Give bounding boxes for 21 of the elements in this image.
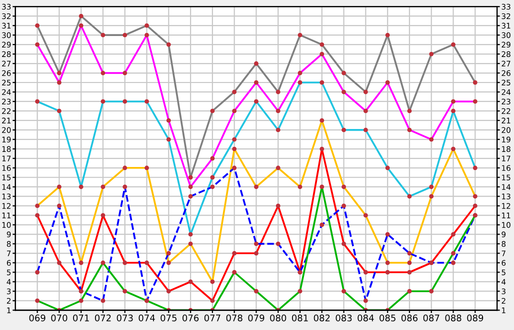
x-tick-label: 088 [445,314,462,322]
x-tick-label: 073 [116,314,133,322]
x-tick-label: 074 [138,314,155,322]
x-tick-label: 076 [182,314,199,322]
x-tick-label: 070 [51,314,68,322]
x-tick-label: 079 [248,314,264,322]
x-tick-label: 082 [314,314,330,322]
x-tick-label: 089 [467,314,484,322]
x-tick-label: 075 [160,314,176,322]
x-tick-label: 085 [380,314,396,322]
x-tick-label: 071 [73,314,89,322]
x-tick-label: 072 [94,314,111,322]
x-tick-label: 083 [336,314,352,322]
x-tick-label: 086 [401,314,418,322]
x-tick-label: 084 [358,314,374,322]
x-tick-label: 078 [226,314,242,322]
x-tick-label: 087 [423,314,440,322]
x-tick-label: 081 [292,314,308,322]
x-tick-label: 080 [270,314,286,322]
x-tick-label: 069 [29,314,46,322]
x-tick-label: 077 [204,314,220,322]
